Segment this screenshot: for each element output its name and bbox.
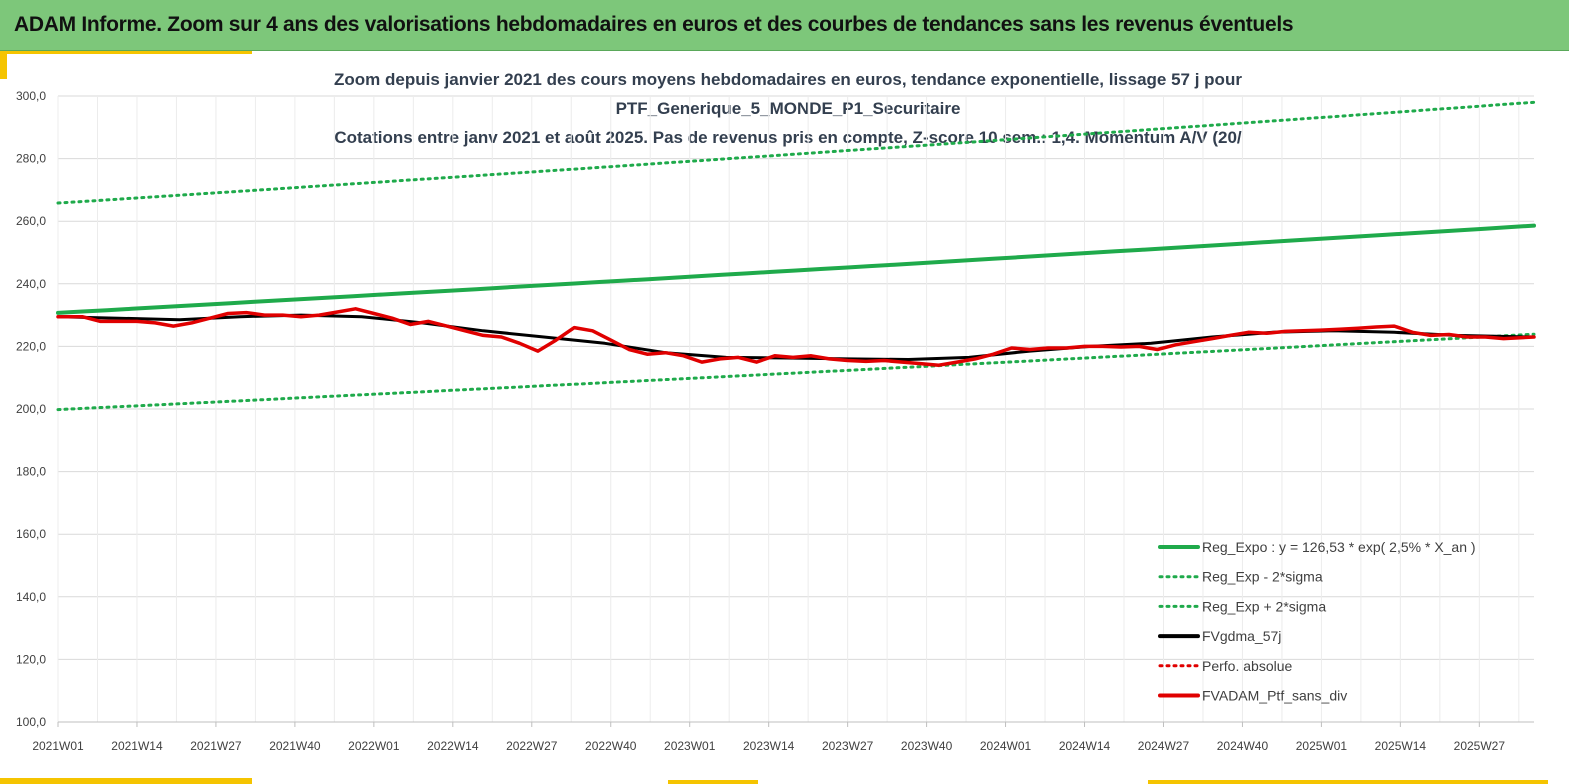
accent-bar-top-left: [0, 51, 7, 79]
accent-bar-bottom-left: [0, 778, 252, 784]
banner-title: ADAM Informe. Zoom sur 4 ans des valoris…: [14, 13, 1294, 36]
header-banner: ADAM Informe. Zoom sur 4 ans des valoris…: [0, 0, 1569, 51]
accent-bar-top: [7, 51, 252, 54]
accent-bar-bottom-mid: [668, 780, 758, 784]
chart-title-line-1: Zoom depuis janvier 2021 des cours moyen…: [334, 70, 1242, 89]
accent-bar-bottom-right: [1148, 780, 1548, 784]
chart-title-line-3: Cotations entre janv 2021 et août 2025. …: [334, 128, 1242, 147]
chart-area: Zoom depuis janvier 2021 des cours moyen…: [0, 51, 1569, 784]
chart-title-line-2: PTF_Generique_5_MONDE_P1_Securitaire: [615, 99, 961, 118]
